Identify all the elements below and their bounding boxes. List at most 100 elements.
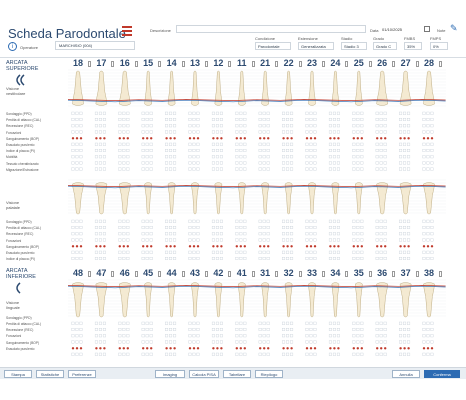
lower-tooth-14[interactable]: 37 (400, 268, 411, 278)
tooth-toggle-icon[interactable] (111, 61, 115, 67)
upper-tooth-9[interactable]: 22 (283, 58, 294, 68)
value-cell (94, 149, 98, 152)
tooth-toggle-icon[interactable] (415, 61, 419, 67)
tooth-toggle-icon[interactable] (392, 271, 396, 277)
value-cell (399, 155, 403, 159)
list-icon[interactable] (122, 26, 132, 36)
date-input[interactable]: 01/10/2025 (382, 27, 403, 32)
upper-tooth-11[interactable]: 24 (330, 58, 341, 68)
calendar-icon[interactable] (424, 26, 430, 32)
statistics-button[interactable]: Statistiche (36, 370, 64, 378)
lower-tooth-11[interactable]: 34 (330, 268, 341, 278)
lower-tooth-4[interactable]: 44 (166, 268, 177, 278)
upper-tooth-5[interactable]: 13 (189, 58, 200, 68)
lower-tooth-8[interactable]: 31 (260, 268, 271, 278)
cancel-button[interactable]: Annulla (392, 370, 420, 378)
upper-tooth-8[interactable]: 21 (260, 58, 271, 68)
lower-tooth-13[interactable]: 36 (377, 268, 388, 278)
lower-tooth-7[interactable]: 41 (236, 268, 247, 278)
value-cell (422, 321, 426, 325)
tooth-toggle-icon[interactable] (251, 271, 255, 277)
tooth-toggle-icon[interactable] (298, 271, 302, 277)
tooth-toggle-icon[interactable] (345, 61, 349, 67)
tooth-toggle-icon[interactable] (322, 271, 325, 277)
fmps-value[interactable]: 0% (430, 42, 448, 50)
tooth-toggle-icon[interactable] (134, 61, 138, 67)
preferences-button[interactable]: Preferenze (68, 370, 96, 378)
info-icon[interactable]: i (8, 42, 17, 51)
tooth-toggle-icon[interactable] (228, 271, 232, 277)
tooth-toggle-icon[interactable] (251, 61, 255, 67)
value-cell (286, 250, 290, 254)
value-cell (336, 232, 340, 236)
upper-tooth-7[interactable]: 11 (237, 58, 247, 68)
tooth-toggle-icon[interactable] (322, 61, 325, 67)
fmps-label: FMPS (430, 36, 442, 41)
value-cell (94, 257, 98, 260)
tooth-toggle-icon[interactable] (88, 61, 91, 67)
upper-tooth-4[interactable]: 14 (166, 58, 177, 68)
tooth-toggle-icon[interactable] (275, 271, 279, 277)
upper-tooth-10[interactable]: 23 (306, 58, 317, 68)
tooth-toggle-icon[interactable] (134, 271, 138, 277)
value-cell (375, 238, 379, 242)
fmbs-value[interactable]: 35% (404, 42, 422, 50)
imaging-button[interactable]: Imaging (155, 370, 185, 378)
tabular-button[interactable]: Tabellare (223, 370, 251, 378)
lower-tooth-1[interactable]: 47 (96, 268, 107, 278)
lower-tooth-12[interactable]: 35 (353, 268, 364, 278)
tooth-toggle-icon[interactable] (228, 61, 232, 67)
lower-tooth-5[interactable]: 43 (189, 268, 200, 278)
upper-tooth-6[interactable]: 12 (213, 58, 224, 68)
lower-tooth-2[interactable]: 46 (119, 268, 130, 278)
value-cell (332, 328, 336, 331)
print-button[interactable]: Stampa (4, 370, 32, 378)
lower-tooth-0[interactable]: 48 (72, 268, 83, 278)
value-cell (165, 118, 169, 121)
upper-tooth-2[interactable]: 16 (119, 58, 130, 68)
tooth-toggle-icon[interactable] (415, 271, 419, 277)
summary-button[interactable]: Riepilogo (255, 370, 283, 378)
upper-tooth-1[interactable]: 17 (96, 58, 107, 68)
extension-select[interactable]: Generalizzata (298, 42, 334, 50)
tooth-toggle-icon[interactable] (158, 271, 162, 277)
upper-tooth-14[interactable]: 27 (400, 58, 411, 68)
value-cell (290, 226, 294, 229)
tooth-toggle-icon[interactable] (205, 61, 208, 67)
calc-pisa-button[interactable]: Calcola PISA (189, 370, 219, 378)
tooth-toggle-icon[interactable] (275, 61, 279, 67)
tooth-toggle-icon[interactable] (88, 271, 91, 277)
confirm-button[interactable]: Conferma (424, 370, 460, 378)
lower-tooth-6[interactable]: 42 (213, 268, 224, 278)
tooth-toggle-icon[interactable] (345, 271, 349, 277)
edit-note-icon[interactable]: ✎ (450, 23, 458, 33)
lower-tooth-9[interactable]: 32 (283, 268, 294, 278)
value-cell (328, 118, 332, 121)
operator-select[interactable]: MARCHISIO (004) (55, 41, 135, 50)
tooth-toggle-icon[interactable] (439, 61, 442, 67)
grade-select[interactable]: Grado C (373, 42, 397, 50)
tooth-toggle-icon[interactable] (439, 271, 442, 277)
upper-tooth-0[interactable]: 18 (72, 58, 83, 68)
condition-select[interactable]: Parodontale (255, 42, 291, 50)
upper-tooth-12[interactable]: 25 (353, 58, 364, 68)
upper-tooth-13[interactable]: 26 (377, 58, 388, 68)
tooth-toggle-icon[interactable] (368, 61, 372, 67)
tooth-toggle-icon[interactable] (392, 61, 396, 67)
lower-tooth-10[interactable]: 33 (306, 268, 317, 278)
upper-tooth-15[interactable]: 28 (423, 58, 434, 68)
tooth-toggle-icon[interactable] (181, 61, 185, 67)
value-cell (169, 226, 173, 229)
lower-tooth-3[interactable]: 45 (143, 268, 154, 278)
tooth-toggle-icon[interactable] (205, 271, 208, 277)
upper-tooth-3[interactable]: 15 (143, 58, 154, 68)
lower-tooth-15[interactable]: 38 (423, 268, 434, 278)
stage-select[interactable]: Stadio 3 (341, 42, 367, 50)
description-input[interactable] (176, 25, 366, 33)
tooth-toggle-icon[interactable] (181, 271, 185, 277)
tooth-toggle-icon[interactable] (158, 61, 162, 67)
tooth-toggle-icon[interactable] (368, 271, 372, 277)
tooth-toggle-icon[interactable] (298, 61, 302, 67)
value-cell (169, 321, 173, 325)
tooth-toggle-icon[interactable] (111, 271, 115, 277)
